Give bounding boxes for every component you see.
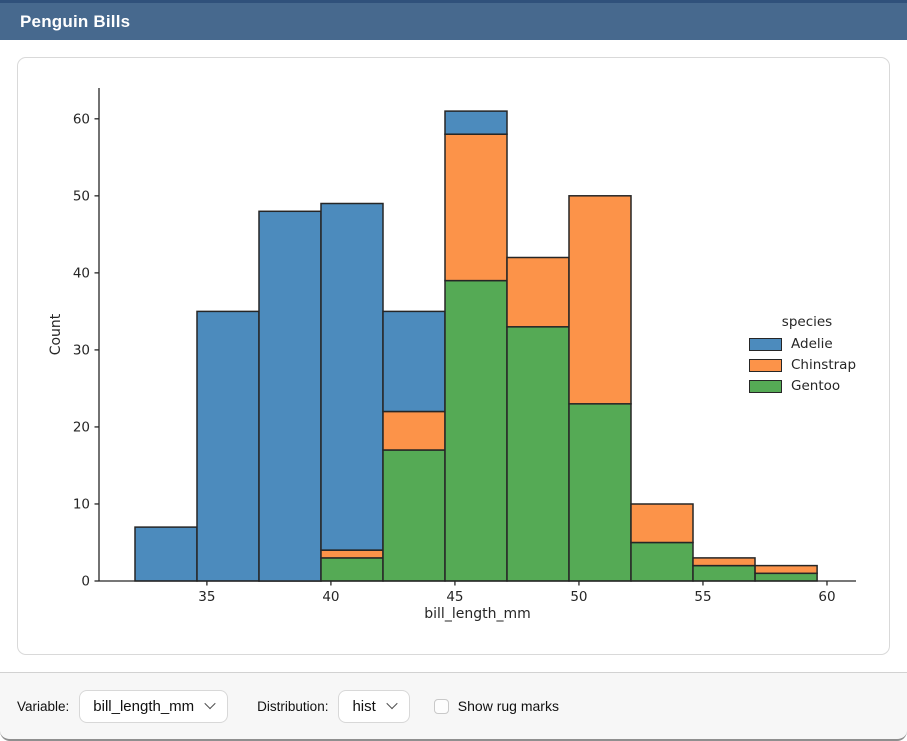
hist-bar-segment — [196, 310, 260, 582]
x-tick-label: 35 — [198, 589, 215, 605]
chevron-down-icon — [386, 697, 398, 709]
x-tick-label: 50 — [570, 589, 587, 605]
legend-rows: Adelie Chinstrap Gentoo — [749, 336, 865, 394]
legend-title: species — [781, 314, 833, 330]
y-tick-label: 20 — [73, 419, 90, 435]
x-axis-label: bill_length_mm — [424, 606, 530, 622]
hist-bar-segment — [692, 557, 756, 567]
distribution-dropdown[interactable]: hist — [338, 689, 410, 723]
legend-entry-label: Adelie — [791, 336, 833, 352]
chart-card: 35 40 45 50 55 60 0 10 20 30 40 50 60 bill_length_mm C… — [17, 57, 890, 655]
show-rug-checkbox[interactable] — [433, 698, 449, 714]
hist-bar-segment — [444, 279, 508, 582]
y-tick-label: 40 — [73, 265, 90, 281]
hist-bar-segment — [382, 410, 446, 451]
hist-bar-segment — [320, 202, 384, 551]
hist-bar-segment — [382, 310, 446, 413]
legend-swatch-icon — [749, 358, 782, 372]
hist-bar-segment — [258, 210, 322, 582]
hist-bar-segment — [506, 326, 570, 582]
legend-swatch-icon — [749, 379, 782, 393]
legend-entry-label: Gentoo — [791, 378, 841, 394]
show-rug-label: Show rug marks — [457, 698, 559, 714]
x-tick-label: 60 — [818, 589, 835, 605]
y-tick-label: 30 — [73, 342, 90, 358]
x-tick-label: 55 — [694, 589, 711, 605]
chevron-down-icon — [204, 697, 216, 709]
distribution-label: Distribution: — [257, 698, 329, 714]
hist-bar-segment — [568, 195, 632, 405]
hist-bar-segment — [320, 557, 384, 582]
hist-bar-segment — [630, 541, 694, 582]
y-tick-label: 10 — [73, 496, 90, 512]
hist-bar-segment — [134, 526, 198, 582]
hist-bar-segment — [444, 110, 508, 135]
distribution-dropdown-value: hist — [352, 697, 376, 715]
x-tick-label: 45 — [446, 589, 463, 605]
control-bar: Variable: bill_length_mm Distribution: h… — [0, 672, 907, 741]
y-tick-label: 50 — [73, 188, 90, 204]
hist-bar-segment — [382, 449, 446, 582]
histogram-chart: 35 40 45 50 55 60 0 10 20 30 40 50 60 bill_length_mm C… — [48, 88, 856, 622]
hist-bar-segment — [320, 549, 384, 559]
legend-entry-label: Chinstrap — [791, 357, 857, 373]
y-tick-label: 0 — [81, 574, 90, 590]
legend-entry: Gentoo — [749, 378, 865, 394]
hist-bar-segment — [754, 564, 818, 575]
y-tick-label: 60 — [73, 111, 90, 127]
hist-bar-segment — [630, 503, 694, 544]
title-bar: Penguin Bills — [0, 0, 907, 40]
variable-dropdown[interactable]: bill_length_mm — [79, 689, 229, 723]
variable-dropdown-value: bill_length_mm — [93, 697, 195, 715]
hist-bar-segment — [692, 564, 756, 582]
hist-bar-segment — [444, 133, 508, 282]
y-axis-label: Count — [48, 313, 64, 355]
hist-bar-segment — [568, 403, 632, 582]
variable-label: Variable: — [17, 698, 70, 714]
hist-bar-segment — [506, 256, 570, 328]
legend-entry: Adelie — [749, 336, 865, 352]
hist-bar-segment — [754, 572, 818, 582]
page-title: Penguin Bills — [20, 11, 131, 31]
chart-legend: species Adelie Chinstrap Gentoo — [749, 314, 865, 400]
legend-entry: Chinstrap — [749, 357, 865, 373]
x-tick-label: 40 — [322, 589, 339, 605]
legend-swatch-icon — [749, 337, 782, 351]
